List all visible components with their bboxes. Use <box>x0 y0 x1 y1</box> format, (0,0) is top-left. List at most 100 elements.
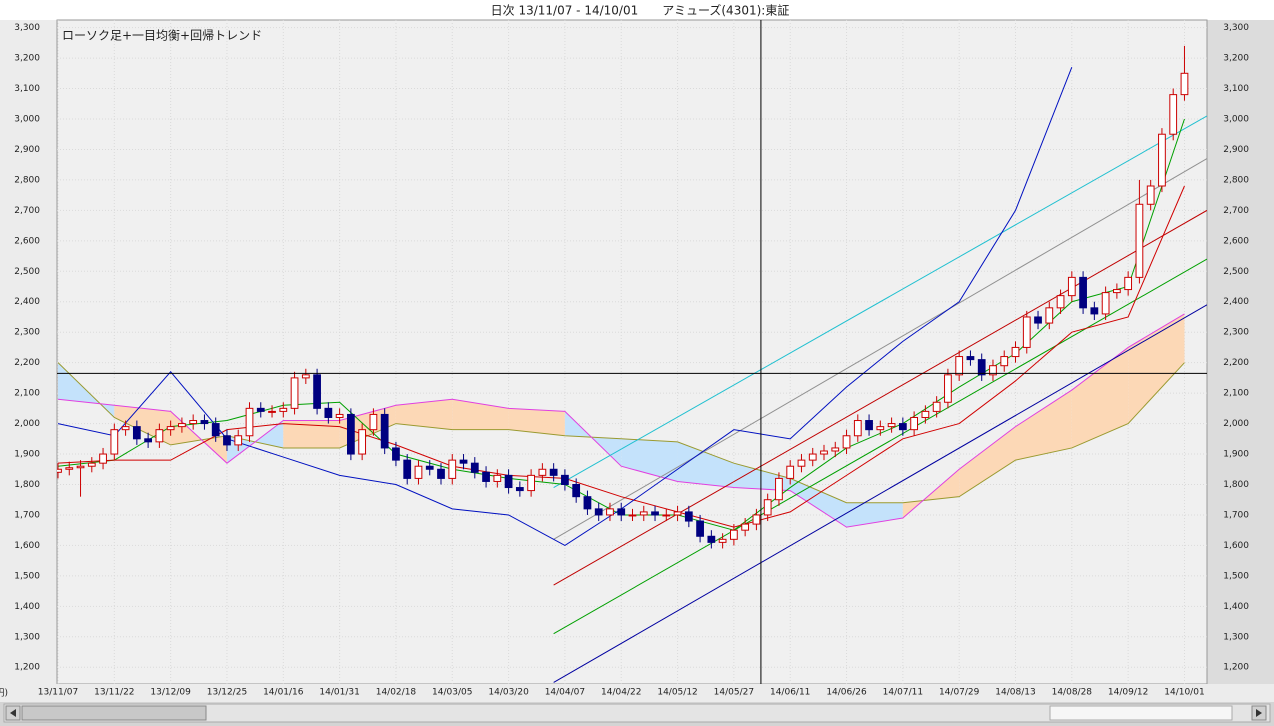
candle-body <box>639 511 648 516</box>
candle-body <box>369 413 378 431</box>
x-tick-label: 13/11/07 <box>38 688 78 698</box>
x-tick-label: 14/07/11 <box>883 688 923 698</box>
candle-body <box>189 420 198 425</box>
candle-body <box>966 356 975 361</box>
y-tick-label-right: 2,900 <box>1223 145 1249 155</box>
candle-body <box>707 535 716 543</box>
x-tick-label: 14/08/28 <box>1052 688 1093 698</box>
candle-body <box>606 508 614 516</box>
candle-body <box>718 538 727 543</box>
candle-body <box>448 459 457 479</box>
cloud <box>452 399 509 430</box>
candle-body <box>110 429 119 455</box>
x-tick-label: 14/08/13 <box>995 688 1035 698</box>
x-tick-label: 14/07/29 <box>939 688 980 698</box>
candle-body <box>989 365 997 376</box>
candle-body <box>932 401 941 412</box>
y-tick-label-right: 2,300 <box>1223 328 1249 338</box>
arrow-icon <box>1256 709 1262 717</box>
candle-body <box>977 359 986 376</box>
candle-body <box>200 420 209 425</box>
candle-body <box>1135 203 1144 278</box>
y-tick-label: 1,200 <box>14 663 40 673</box>
y-tick-label-right: 1,700 <box>1223 510 1249 520</box>
y-tick-label: 1,600 <box>14 541 40 551</box>
candle-body <box>662 514 671 517</box>
cloud <box>1128 313 1185 424</box>
cloud <box>1015 390 1072 461</box>
y-tick-label-right: 3,200 <box>1223 54 1249 64</box>
chart-title: 日次 13/11/07 - 14/10/01 アミューズ(4301):東証 <box>491 3 790 18</box>
scrollbar[interactable] <box>3 703 1271 723</box>
candle-body <box>1169 94 1178 135</box>
candle-body <box>99 453 107 464</box>
cloud-span-b <box>57 313 1185 528</box>
arrow-icon <box>10 709 16 717</box>
y-tick-label-right: 2,000 <box>1223 419 1249 429</box>
candle-body <box>797 459 806 467</box>
candle-body <box>470 462 479 473</box>
scroll-thumb[interactable] <box>21 705 207 721</box>
candle-body <box>730 529 738 540</box>
y-tick-label-right: 1,800 <box>1223 480 1249 490</box>
scroll-track[interactable] <box>3 703 1271 723</box>
y-tick-label: 2,000 <box>14 419 40 429</box>
candle-body <box>696 520 704 537</box>
candle-body <box>763 499 772 516</box>
right-axis-area <box>1207 20 1274 684</box>
candle-body <box>459 459 468 464</box>
candle-body <box>437 468 445 479</box>
candle-body <box>853 420 862 437</box>
x-tick-label: 13/12/25 <box>207 688 247 698</box>
candle-body <box>223 435 231 446</box>
candle-body <box>1067 276 1076 297</box>
y-tick-label: 1,400 <box>14 602 40 612</box>
candle-body <box>403 459 412 479</box>
y-tick-label-right: 1,200 <box>1223 663 1249 673</box>
y-tick-label: 2,700 <box>14 206 40 216</box>
candle-body <box>1022 316 1031 348</box>
candle-body <box>752 514 761 525</box>
candle-body <box>493 474 502 482</box>
y-tick-label: 3,200 <box>14 54 40 64</box>
candle-body <box>380 413 389 449</box>
candle-body <box>425 465 434 470</box>
cloud <box>508 408 565 436</box>
scroll-thumb-right[interactable] <box>1049 705 1233 721</box>
x-tick-label: 14/10/01 <box>1164 688 1204 698</box>
y-tick-label: 1,300 <box>14 632 40 642</box>
candle-body <box>538 468 547 476</box>
y-tick-label: 2,800 <box>14 175 40 185</box>
candle-body <box>504 474 513 489</box>
y-tick-label-right: 2,500 <box>1223 267 1249 277</box>
candle-body <box>808 453 817 461</box>
candle-body <box>898 423 907 431</box>
title-bar <box>0 0 1274 20</box>
candle-body <box>1124 276 1133 291</box>
y-tick-label: 3,100 <box>14 84 40 94</box>
candle-body <box>144 438 152 443</box>
y-tick-label-right: 3,300 <box>1223 23 1249 33</box>
candle-body <box>57 468 62 473</box>
candle-body <box>313 374 321 409</box>
y-tick-label-right: 2,100 <box>1223 389 1249 399</box>
candle-body <box>684 511 693 522</box>
candle-body <box>1056 295 1065 309</box>
y-tick-label: 2,600 <box>14 236 40 246</box>
chart-subtitle: ローソク足+一目均衡+回帰トレンド <box>62 29 262 43</box>
trend-line <box>553 304 1207 683</box>
plot-area <box>56 19 1208 685</box>
unit-label: (円) <box>0 688 8 699</box>
y-tick-label-right: 2,800 <box>1223 175 1249 185</box>
candle-body <box>155 429 164 443</box>
candle-body <box>865 420 873 431</box>
candle-body <box>583 496 592 510</box>
x-tick-label: 14/02/18 <box>376 688 417 698</box>
candle-body <box>414 465 423 479</box>
y-tick-label: 3,300 <box>14 23 40 33</box>
trend-line <box>553 209 1207 586</box>
y-tick-label: 2,100 <box>14 389 40 399</box>
candle-body <box>65 467 74 470</box>
candle-body <box>87 462 96 467</box>
candle-body <box>132 426 141 440</box>
